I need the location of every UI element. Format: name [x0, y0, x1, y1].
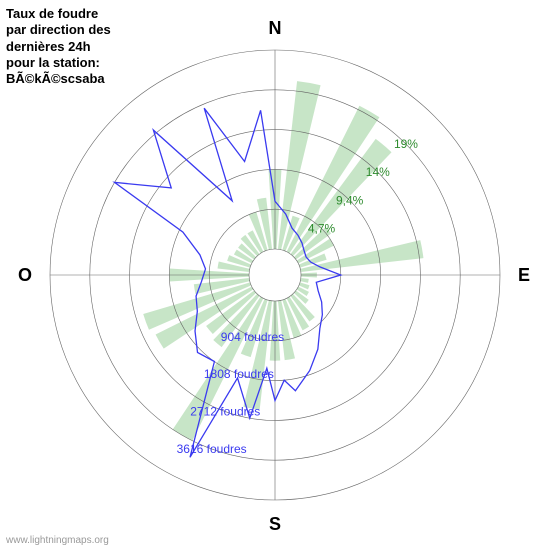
svg-text:1808 foudres: 1808 foudres: [204, 367, 274, 381]
svg-text:19%: 19%: [394, 137, 418, 151]
svg-text:3616 foudres: 3616 foudres: [177, 442, 247, 456]
svg-text:4,7%: 4,7%: [308, 221, 336, 235]
svg-text:2712 foudres: 2712 foudres: [190, 405, 260, 419]
svg-text:904 foudres: 904 foudres: [221, 330, 284, 344]
svg-text:14%: 14%: [366, 165, 390, 179]
svg-text:9,4%: 9,4%: [336, 193, 364, 207]
source-link: www.lightningmaps.org: [6, 535, 109, 546]
chart-title: Taux de foudre par direction des dernièr…: [6, 6, 116, 87]
svg-text:O: O: [18, 265, 32, 285]
grid: [50, 50, 500, 500]
svg-text:N: N: [269, 18, 282, 38]
svg-text:S: S: [269, 514, 281, 534]
svg-text:E: E: [518, 265, 530, 285]
